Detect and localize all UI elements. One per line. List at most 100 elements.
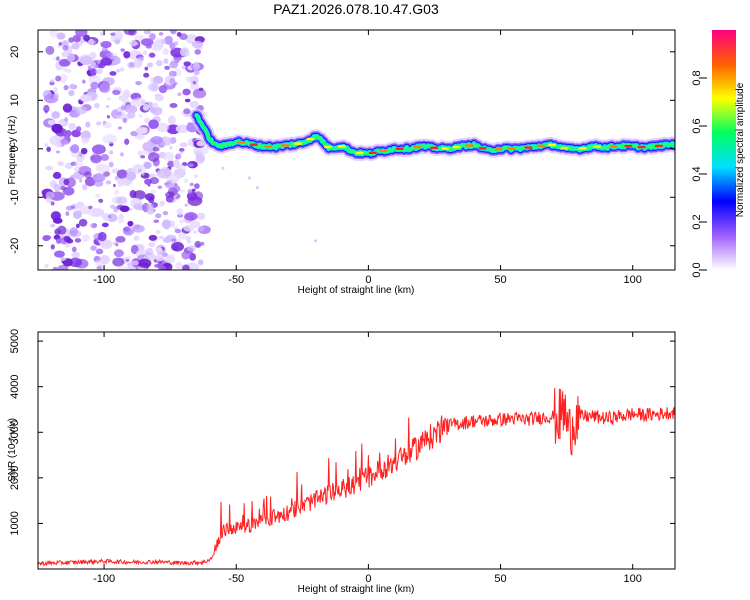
noise-blob bbox=[78, 218, 88, 227]
noise-blob bbox=[63, 235, 71, 243]
noise-blob bbox=[44, 263, 49, 268]
noise-blob bbox=[118, 126, 122, 130]
spectrogram-noise-blobs bbox=[41, 30, 318, 270]
spectrogram-signal-trace bbox=[189, 108, 675, 162]
noise-blob bbox=[80, 94, 92, 103]
noise-blob bbox=[148, 52, 156, 58]
colorbar-ticks: 0.0 0.2 0.4 0.6 0.8 bbox=[691, 70, 707, 278]
noise-blob bbox=[62, 45, 69, 51]
noise-blob bbox=[143, 72, 150, 78]
spectrogram-y-tick-label: 20 bbox=[9, 46, 21, 58]
noise-blob bbox=[153, 219, 160, 224]
noise-blob bbox=[193, 230, 197, 234]
noise-blob bbox=[191, 40, 204, 49]
noise-blob bbox=[123, 30, 136, 36]
noise-blob bbox=[155, 247, 163, 253]
noise-blob bbox=[192, 88, 207, 99]
noise-blob bbox=[56, 264, 69, 270]
noise-blob bbox=[43, 104, 50, 113]
noise-blob bbox=[182, 88, 191, 96]
noise-blob bbox=[65, 205, 74, 211]
noise-blob bbox=[56, 56, 60, 61]
noise-blob bbox=[190, 220, 201, 228]
noise-blob bbox=[155, 229, 161, 235]
noise-blob bbox=[94, 259, 104, 266]
noise-blob bbox=[167, 115, 176, 125]
noise-blob bbox=[130, 244, 139, 255]
noise-blob bbox=[102, 76, 115, 86]
noise-blob bbox=[179, 33, 188, 40]
noise-blob bbox=[115, 235, 126, 243]
noise-blob bbox=[189, 101, 199, 109]
noise-blob bbox=[75, 126, 82, 132]
noise-blob bbox=[189, 252, 197, 261]
noise-blob bbox=[179, 219, 185, 224]
noise-blob bbox=[184, 203, 189, 207]
noise-blob bbox=[142, 103, 150, 111]
spectrogram-frame bbox=[37, 29, 676, 271]
noise-blob bbox=[59, 185, 67, 191]
noise-blob bbox=[192, 62, 200, 71]
noise-blob bbox=[69, 257, 82, 268]
noise-blob bbox=[75, 30, 88, 37]
noise-blob bbox=[100, 153, 109, 161]
noise-blob bbox=[169, 77, 176, 86]
signal-peak bbox=[237, 141, 246, 144]
figure-title: PAZ1.2026.078.10.47.G03 bbox=[273, 1, 439, 17]
noise-blob bbox=[52, 171, 62, 180]
noise-blob bbox=[142, 50, 148, 55]
noise-blob bbox=[105, 104, 110, 108]
noise-blob bbox=[108, 214, 112, 219]
noise-blob bbox=[150, 189, 156, 194]
noise-blob bbox=[102, 134, 118, 144]
noise-blob bbox=[198, 225, 205, 232]
noise-blob bbox=[124, 104, 135, 113]
noise-blob bbox=[72, 210, 82, 219]
signal-peak bbox=[578, 147, 587, 150]
noise-blob bbox=[110, 32, 116, 36]
noise-blob bbox=[169, 102, 178, 108]
signal-peak bbox=[368, 151, 377, 155]
noise-blob bbox=[79, 178, 83, 183]
noise-blob bbox=[99, 83, 111, 93]
colorbar-tick-label: 0.4 bbox=[691, 166, 703, 181]
noise-blob bbox=[167, 160, 175, 168]
noise-blob bbox=[172, 245, 179, 251]
noise-blob bbox=[130, 93, 139, 100]
signal-peak bbox=[355, 151, 364, 155]
noise-blob bbox=[194, 49, 201, 55]
noise-blob bbox=[97, 231, 107, 242]
noise-blob bbox=[100, 239, 113, 250]
colorbar-label: Normalized spectral amplitude bbox=[735, 82, 746, 217]
noise-blob bbox=[147, 62, 154, 68]
noise-blob bbox=[151, 102, 159, 109]
noise-blob bbox=[90, 245, 97, 251]
noise-blob bbox=[60, 257, 66, 261]
signal-peak bbox=[324, 145, 333, 149]
noise-blob bbox=[74, 158, 84, 168]
noise-blob bbox=[148, 196, 155, 204]
noise-blob bbox=[184, 212, 198, 221]
signal-peak bbox=[452, 145, 461, 149]
signal-peak bbox=[478, 147, 487, 150]
noise-blob bbox=[137, 56, 145, 62]
snr-x-tick-label: -100 bbox=[93, 573, 115, 585]
noise-blob bbox=[53, 217, 63, 224]
noise-blob bbox=[186, 76, 193, 83]
noise-blob bbox=[122, 89, 131, 99]
noise-blob bbox=[69, 226, 79, 237]
noise-blob bbox=[44, 143, 48, 147]
signal-peak bbox=[306, 137, 315, 141]
noise-blob bbox=[105, 180, 112, 185]
noise-blob bbox=[158, 32, 164, 36]
noise-blob bbox=[131, 164, 147, 175]
noise-blob bbox=[59, 73, 68, 84]
noise-blob bbox=[127, 220, 134, 227]
noise-blob bbox=[52, 266, 58, 270]
noise-blob bbox=[152, 143, 157, 148]
noise-blob bbox=[146, 206, 155, 215]
noise-blob bbox=[130, 131, 138, 137]
noise-blob bbox=[147, 152, 160, 162]
noise-blob bbox=[179, 148, 185, 152]
noise-blob bbox=[133, 190, 146, 200]
